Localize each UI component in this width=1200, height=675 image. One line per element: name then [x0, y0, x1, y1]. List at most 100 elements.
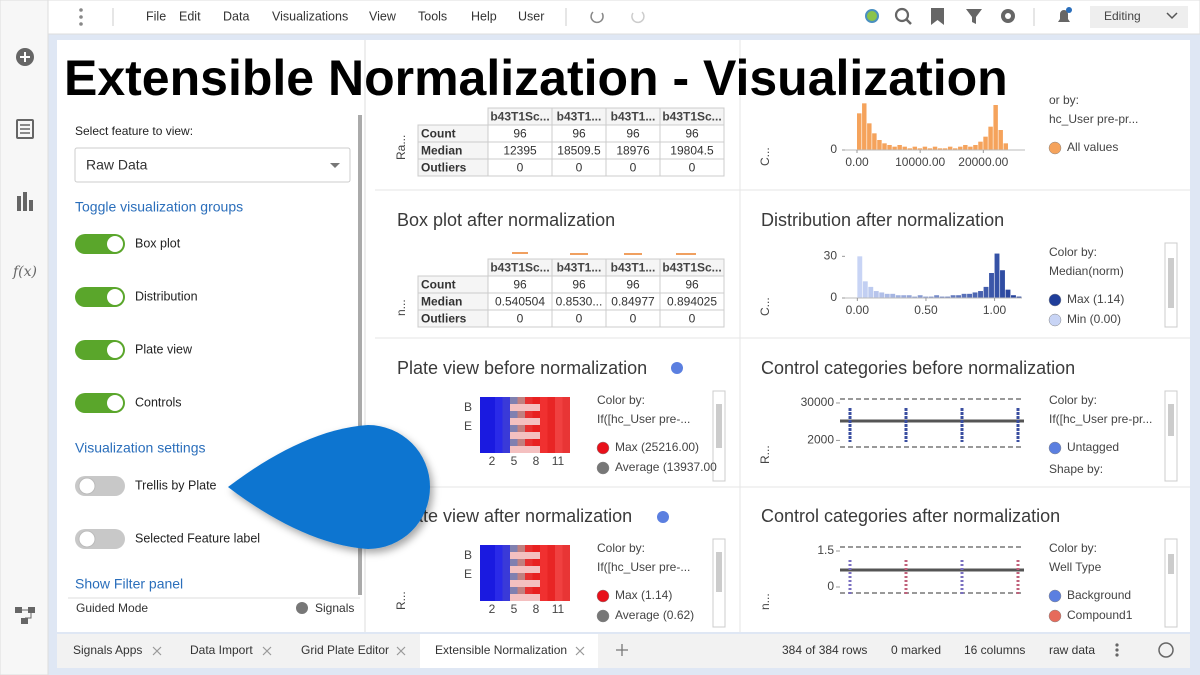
table-value: 96 [685, 278, 699, 292]
legend-swatch [1048, 589, 1062, 603]
histogram-bar [967, 293, 973, 298]
menu-item[interactable]: Data [223, 9, 249, 23]
plate-well [502, 559, 510, 566]
plate-well [547, 411, 555, 418]
axis-label: Ra... [394, 135, 408, 160]
tab-close[interactable] [152, 646, 162, 656]
plate-well [540, 594, 548, 601]
menu-item[interactable]: Visualizations [272, 9, 348, 23]
kebab-dot[interactable] [79, 8, 83, 12]
redo-icon[interactable] [631, 11, 645, 24]
scroll-thumb[interactable] [716, 404, 722, 448]
new-tab[interactable] [616, 644, 628, 656]
chart-icon-bar[interactable] [17, 196, 21, 211]
scroll-thumb[interactable] [1168, 404, 1174, 436]
scroll-thumb[interactable] [1168, 554, 1174, 574]
plate-well [525, 552, 533, 559]
histogram-bar [945, 296, 951, 298]
plate-well [525, 545, 533, 552]
menu-item[interactable]: Tools [418, 9, 447, 23]
plate-well [495, 446, 503, 453]
plate-well [517, 425, 525, 432]
histogram-bar [983, 136, 988, 150]
table-value: 0 [689, 312, 696, 326]
signals-link[interactable]: Signals [315, 601, 354, 615]
tab[interactable]: Extensible Normalization [435, 643, 567, 657]
menu-item[interactable]: View [369, 9, 397, 23]
menu-item[interactable]: File [146, 9, 166, 23]
plate-well [510, 566, 518, 573]
scroll-thumb[interactable] [1168, 258, 1174, 308]
legend-heading: Color by: [1049, 541, 1097, 555]
plate-well [495, 404, 503, 411]
undo-icon[interactable] [590, 11, 604, 24]
scroll-track[interactable] [1164, 538, 1178, 628]
histogram-bar [978, 291, 983, 298]
filter-link[interactable]: Show Filter panel [75, 576, 183, 592]
plate-well [517, 552, 525, 559]
plate-well [547, 566, 555, 573]
formula-icon[interactable]: f(x) [12, 264, 37, 280]
histogram-bar [937, 148, 943, 150]
notifications-icon[interactable] [1058, 10, 1070, 22]
tools-icon[interactable] [15, 607, 22, 613]
plate-well [502, 425, 510, 432]
toggle-label: Distribution [135, 289, 198, 303]
ai-icon[interactable] [865, 9, 879, 23]
tab[interactable]: Data Import [190, 643, 253, 657]
plate-well [525, 446, 533, 453]
plate-well [532, 552, 540, 559]
tab[interactable]: Grid Plate Editor [301, 643, 389, 657]
legend-swatch [596, 609, 610, 623]
plate-well [487, 566, 495, 573]
plate-col-label: 5 [511, 602, 518, 616]
plate-well [495, 418, 503, 425]
plate-well [540, 425, 548, 432]
mode-dropdown[interactable] [1090, 6, 1188, 28]
plate-well [540, 573, 548, 580]
search-icon[interactable] [894, 7, 910, 23]
histogram-bar [890, 293, 896, 298]
plate-well [510, 594, 518, 601]
plate-well [495, 432, 503, 439]
plate-well [517, 587, 525, 594]
info-icon[interactable] [671, 362, 683, 374]
menu-item[interactable]: Edit [179, 9, 201, 23]
info-icon[interactable] [657, 511, 669, 523]
histogram-bar [877, 140, 882, 150]
plate-well [480, 432, 488, 439]
plate-well [525, 439, 533, 446]
legend-swatch [596, 461, 610, 475]
globe-icon[interactable] [1158, 642, 1174, 658]
plate-well [487, 446, 495, 453]
scroll-thumb[interactable] [716, 552, 722, 592]
plate-well [480, 446, 488, 453]
plate-well [540, 404, 548, 411]
feature-select[interactable] [74, 147, 351, 183]
menu-item[interactable]: User [518, 9, 544, 23]
y-tick-label: 2000 [807, 433, 834, 447]
plate-well [547, 439, 555, 446]
filter-icon[interactable] [966, 9, 982, 24]
table-header: b43T1Sc... [662, 261, 721, 275]
data-icon[interactable] [16, 119, 34, 139]
plate-well [487, 580, 495, 587]
tab-close[interactable] [575, 646, 585, 656]
plate-well [517, 418, 525, 425]
globe-icon [296, 602, 308, 614]
plate-well [480, 559, 488, 566]
menu-item[interactable]: Help [471, 9, 497, 23]
y-tick-label: 1.5 [817, 543, 834, 557]
plate-well [547, 446, 555, 453]
kebab-dot[interactable] [1115, 643, 1119, 647]
tab-close[interactable] [262, 646, 272, 656]
tab[interactable]: Signals Apps [73, 643, 142, 657]
settings-icon-hole [1005, 13, 1011, 19]
bookmark-icon[interactable] [931, 8, 944, 25]
histogram-bar [902, 146, 907, 150]
plate-well [517, 573, 525, 580]
tab-close[interactable] [396, 646, 406, 656]
plate-well [480, 566, 488, 573]
histogram-bar [1005, 289, 1011, 298]
